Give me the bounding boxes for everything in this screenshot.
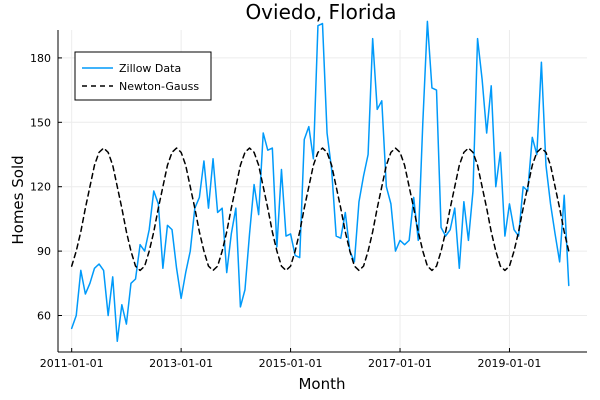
y-tick-label: 120 — [30, 181, 51, 194]
x-tick-label: 2013-01-01 — [149, 357, 213, 370]
legend: Zillow Data Newton-Gauss — [74, 51, 212, 101]
chart-title: Oviedo, Florida — [245, 0, 396, 24]
y-tick-label: 150 — [30, 116, 51, 129]
legend-label-zillow-data: Zillow Data — [119, 62, 181, 75]
y-tick-label: 180 — [30, 52, 51, 65]
series-layer — [70, 20, 570, 343]
plot-frame — [57, 30, 587, 353]
x-tick-label: 2011-01-01 — [40, 357, 104, 370]
ticks-layer: 2011-01-01 2013-01-01 2015-01-01 2017-01-01… — [30, 52, 541, 370]
legend-label-newton-gauss: Newton-Gauss — [119, 80, 199, 93]
y-axis-label: Homes Sold — [9, 155, 27, 244]
x-tick-label: 2015-01-01 — [259, 357, 323, 370]
legend-box — [74, 51, 212, 101]
zillow-data-series-line — [70, 20, 570, 343]
newton-gauss-series-line — [70, 147, 570, 272]
x-tick-label: 2017-01-01 — [368, 357, 432, 370]
x-tick-label: 2019-01-01 — [478, 357, 542, 370]
y-tick-label: 90 — [37, 245, 51, 258]
y-tick-label: 60 — [37, 310, 51, 323]
x-axis-label: Month — [298, 375, 345, 393]
